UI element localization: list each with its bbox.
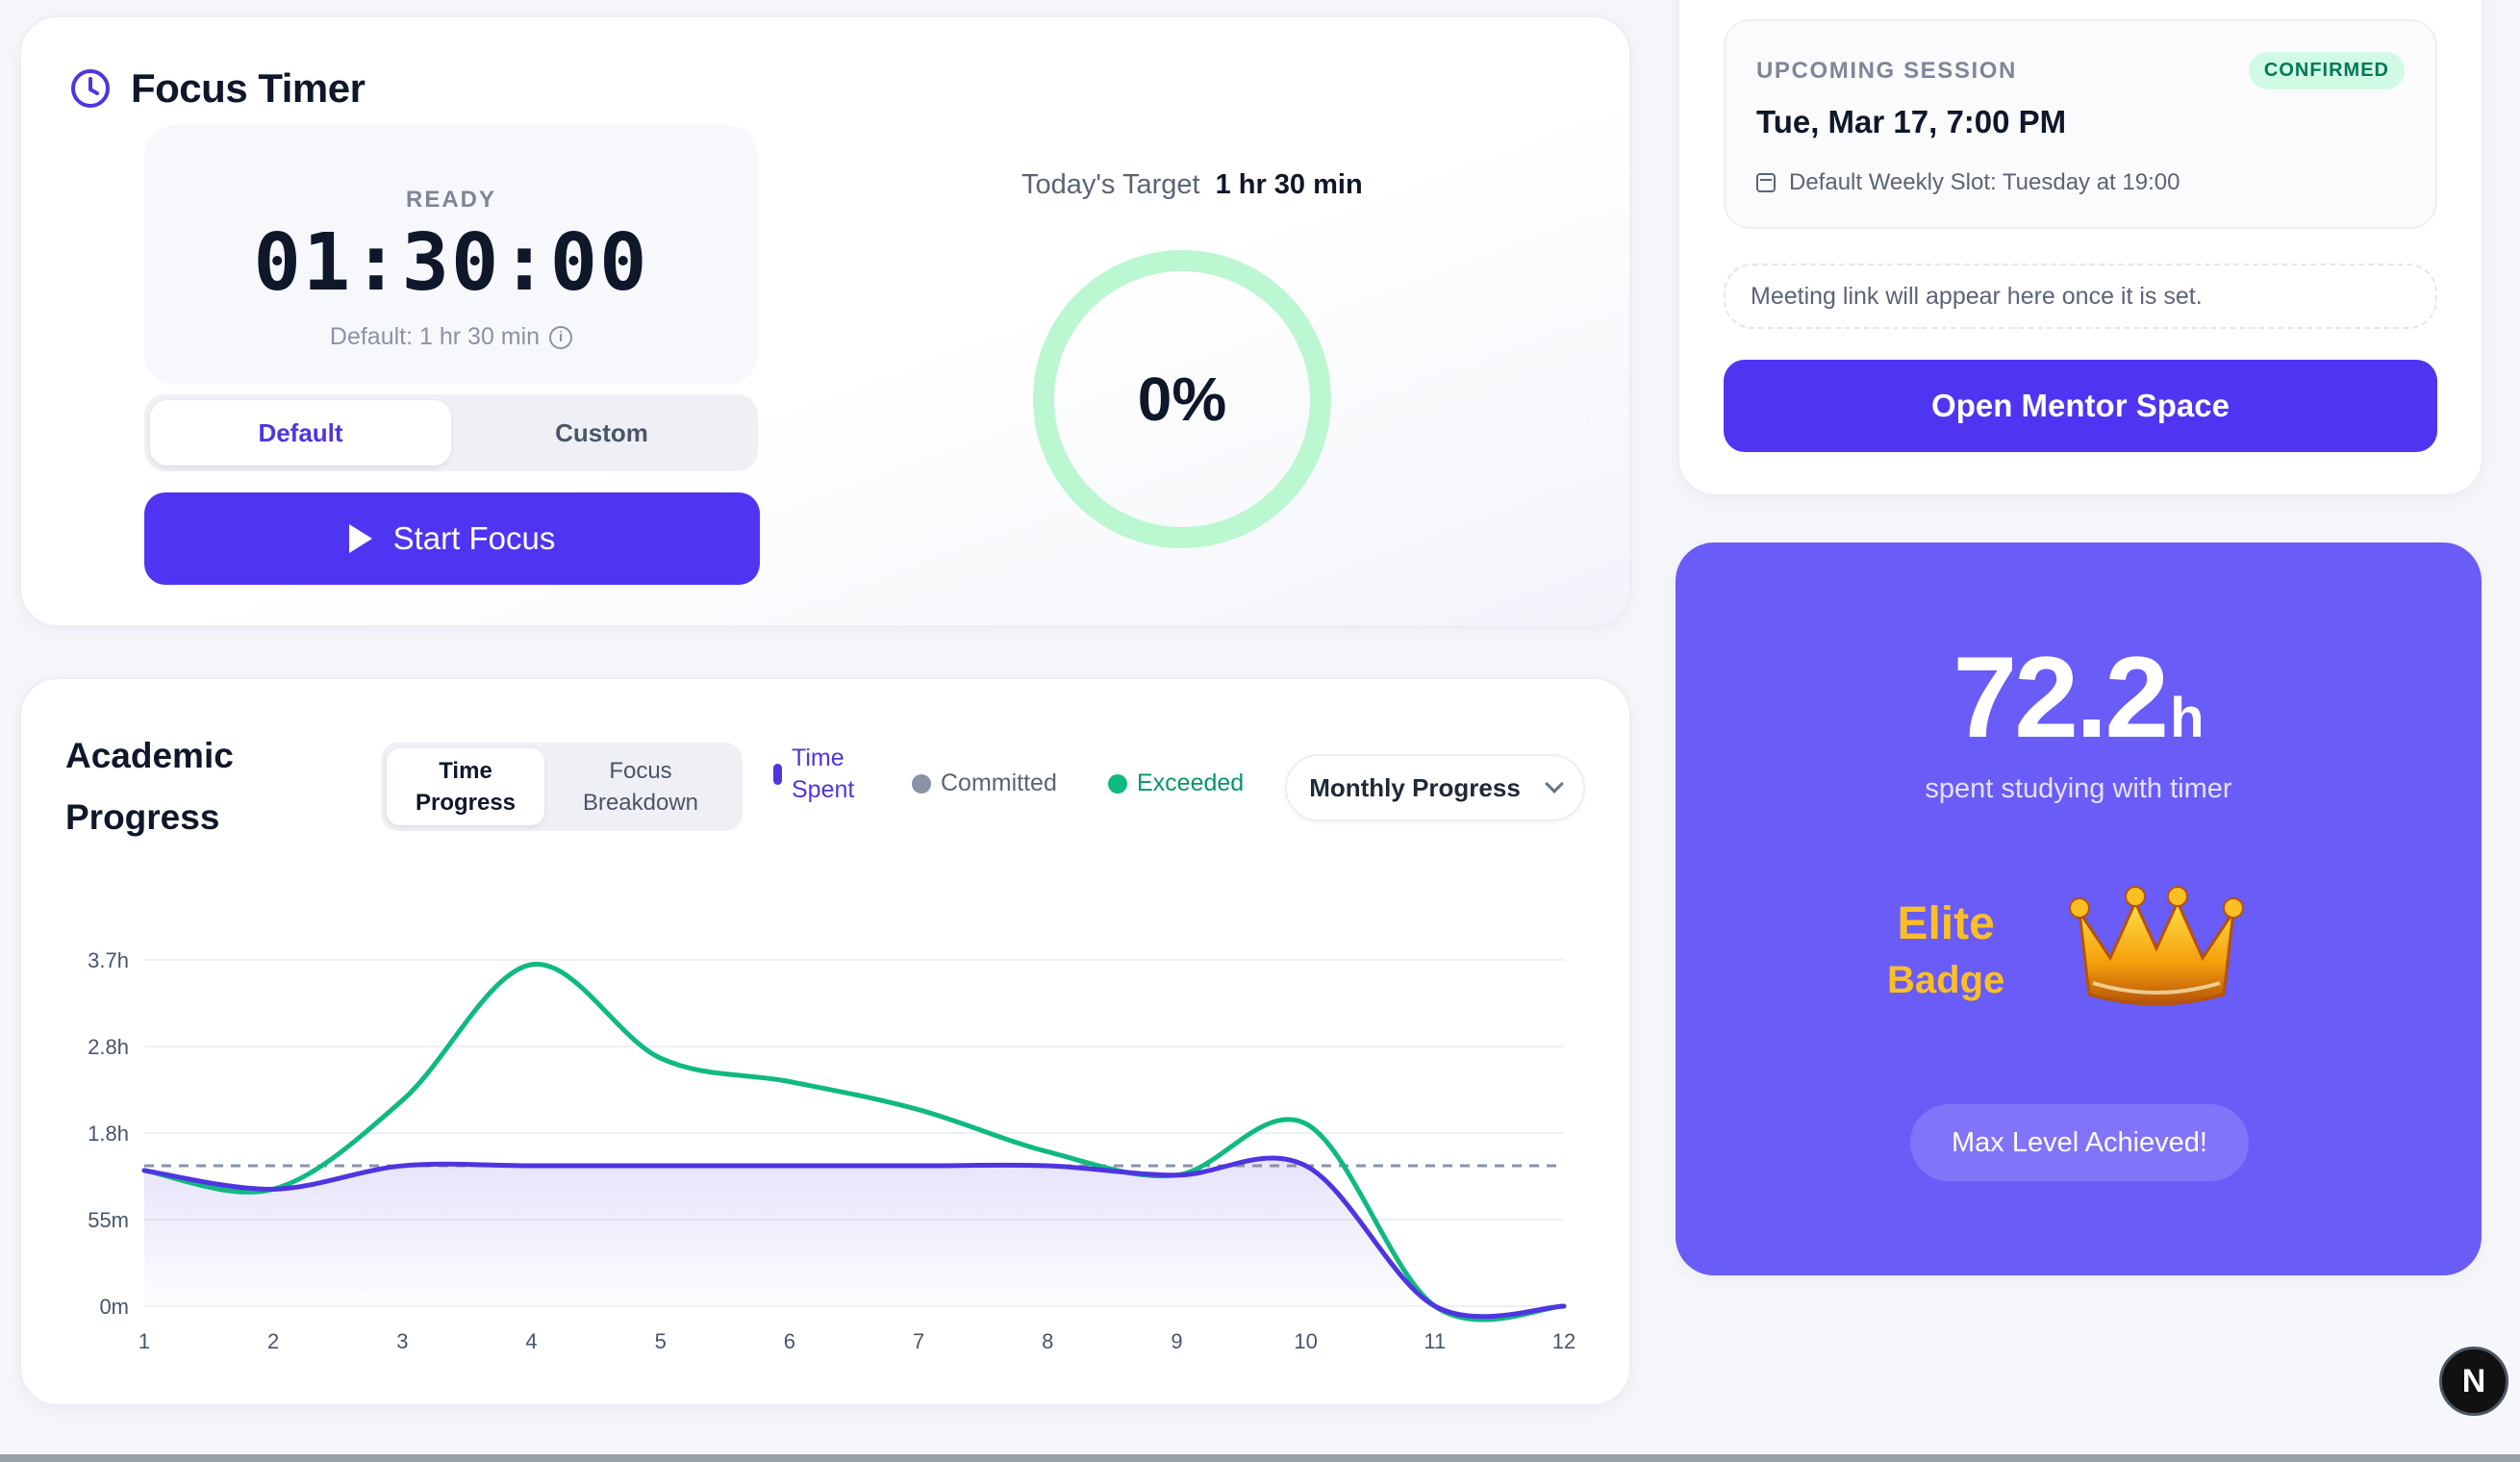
legend-exceeded-label: Exceeded <box>1137 769 1245 796</box>
academic-progress-card: Academic Progress Time Progress Focus Brea… <box>19 677 1631 1406</box>
legend-committed: Committed <box>912 769 1057 797</box>
legend-committed-label: Committed <box>941 769 1057 796</box>
tab-time-progress-line2: Progress <box>415 790 517 816</box>
tab-focus-breakdown-line1: Focus <box>609 758 672 784</box>
chart-view-tabs: Time Progress Focus Breakdown <box>381 743 743 831</box>
progress-percent: 0% <box>1137 365 1227 434</box>
hours-value: 72.2 <box>1953 633 2170 762</box>
y-tick-label: 0m <box>99 1295 129 1319</box>
x-tick-label: 3 <box>396 1329 408 1353</box>
crown-icon <box>2069 886 2244 1006</box>
title-line-2: Progress <box>65 797 220 837</box>
default-duration-text: Default: 1 hr 30 min <box>329 323 541 350</box>
x-tick-label: 4 <box>525 1329 537 1353</box>
start-focus-label: Start Focus <box>392 520 556 556</box>
legend-time-line2: Spent <box>792 776 855 803</box>
upcoming-session-box: UPCOMING SESSION CONFIRMED Tue, Mar 17, … <box>1724 19 2437 229</box>
x-tick-label: 8 <box>1042 1329 1053 1353</box>
committed-swatch <box>912 773 931 794</box>
session-card: UPCOMING SESSION CONFIRMED Tue, Mar 17, … <box>1677 0 2483 496</box>
elite-badge-label: Elite Badge <box>1887 896 2004 1008</box>
x-tick-label: 5 <box>655 1329 667 1353</box>
time-spent-swatch <box>773 764 782 785</box>
status-badge: CONFIRMED <box>2248 52 2405 89</box>
period-dropdown[interactable]: Monthly Progress <box>1285 754 1585 821</box>
legend-time-spent-label: Time Spent <box>792 743 854 806</box>
timer-mode-toggle: Default Custom <box>144 394 758 471</box>
focus-timer-card: Focus Timer READY 01:30:00 Default: 1 hr… <box>19 15 1631 627</box>
play-icon <box>348 524 372 553</box>
x-tick-label: 2 <box>267 1329 279 1353</box>
time-spent-line <box>141 1155 1567 1320</box>
legend-exceeded: Exceeded <box>1108 769 1244 797</box>
info-icon[interactable]: i <box>549 325 573 349</box>
meeting-link-placeholder: Meeting link will appear here once it is… <box>1724 264 2437 329</box>
focus-timer-title: Focus Timer <box>131 65 365 111</box>
x-tick-label: 1 <box>139 1329 150 1353</box>
clock-icon <box>71 69 110 108</box>
floating-n-button[interactable]: N <box>2439 1347 2508 1416</box>
badge-line-1: Elite <box>1897 898 1995 949</box>
session-date: Tue, Mar 17, 7:00 PM <box>1756 104 2067 139</box>
exceeded-swatch <box>1108 773 1127 794</box>
tab-focus-breakdown[interactable]: Focus Breakdown <box>544 748 737 825</box>
exceeded-line <box>141 962 1567 1323</box>
timer-state: READY <box>405 187 496 213</box>
x-tick-label: 11 <box>1424 1329 1446 1353</box>
tab-time-progress-line1: Time <box>439 758 492 784</box>
start-focus-button[interactable]: Start Focus <box>144 492 760 585</box>
timer-display: READY 01:30:00 Default: 1 hr 30 min i <box>144 125 758 385</box>
tab-time-progress[interactable]: Time Progress <box>387 748 544 825</box>
hours-caption: spent studying with timer <box>1925 773 2232 804</box>
progress-ring <box>1033 250 1331 548</box>
open-mentor-space-button[interactable]: Open Mentor Space <box>1724 360 2437 452</box>
legend-time-spent: Time Spent <box>773 743 854 806</box>
x-tick-label: 6 <box>784 1329 795 1353</box>
todays-target: Today's Target 1 hr 30 min <box>1021 169 1363 201</box>
calendar-icon <box>1756 173 1776 192</box>
target-label: Today's Target <box>1021 169 1200 200</box>
timer-value: 01:30:00 <box>253 217 649 309</box>
academic-progress-title: Academic Progress <box>65 725 234 848</box>
focus-timer-header: Focus Timer <box>69 65 365 112</box>
time-spent-area <box>144 1157 1564 1317</box>
default-slot: Default Weekly Slot: Tuesday at 19:00 <box>1756 169 2180 196</box>
title-line-1: Academic <box>65 736 234 775</box>
y-tick-label: 3.7h <box>88 948 129 972</box>
x-tick-label: 12 <box>1552 1329 1575 1353</box>
bottom-divider <box>0 1454 2520 1462</box>
target-value: 1 hr 30 min <box>1215 169 1363 200</box>
y-tick-label: 55m <box>88 1208 129 1232</box>
timer-default-label: Default: 1 hr 30 min i <box>144 323 758 351</box>
period-dropdown-value: Monthly Progress <box>1309 772 1521 802</box>
badge-line-2: Badge <box>1887 959 2005 1001</box>
y-tick-label: 1.8h <box>88 1122 129 1146</box>
hours-unit: h <box>2170 687 2205 749</box>
x-tick-label: 9 <box>1171 1329 1182 1353</box>
max-level-pill: Max Level Achieved! <box>1910 1104 2249 1181</box>
upcoming-session-label: UPCOMING SESSION <box>1756 58 2017 84</box>
study-stats-card: 72.2h spent studying with timer Elite Ba… <box>1676 542 2482 1275</box>
legend-time-line1: Time <box>792 744 844 771</box>
x-tick-label: 7 <box>913 1329 924 1353</box>
mode-default-tab[interactable]: Default <box>150 400 451 466</box>
tab-focus-breakdown-line2: Breakdown <box>582 790 699 816</box>
default-slot-text: Default Weekly Slot: Tuesday at 19:00 <box>1789 169 2180 195</box>
hours-studied: 72.2h <box>1676 631 2482 764</box>
y-tick-label: 2.8h <box>88 1035 129 1059</box>
x-tick-label: 10 <box>1294 1329 1317 1353</box>
mode-custom-tab[interactable]: Custom <box>555 417 648 447</box>
